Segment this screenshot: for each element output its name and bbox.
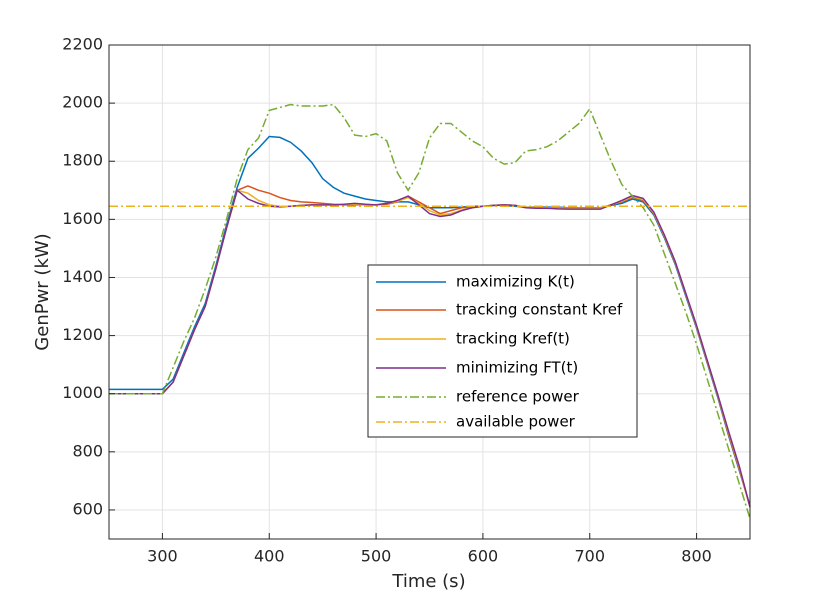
- y-tick-label: 1200: [62, 325, 103, 344]
- legend-label: maximizing K(t): [456, 273, 575, 291]
- plot-frame: [108, 44, 751, 540]
- x-tick-label: 700: [574, 547, 605, 566]
- legend-box: [367, 264, 638, 438]
- y-tick-label: 1400: [62, 267, 103, 286]
- x-tick-label: 500: [361, 547, 392, 566]
- y-tick-label: 600: [72, 499, 103, 518]
- legend-label: available power: [456, 413, 576, 431]
- x-axis-label: Time (s): [391, 571, 465, 592]
- x-tick-label: 300: [147, 547, 178, 566]
- legend: maximizing K(t) tracking constant Kref tra…: [367, 264, 638, 438]
- x-tick-label: 600: [468, 547, 499, 566]
- lines: [109, 103, 751, 519]
- x-tick-label: 400: [254, 547, 285, 566]
- legend-label: tracking constant Kref: [456, 301, 623, 319]
- y-tick-label: 1000: [62, 383, 103, 402]
- y-tick-label: 1800: [62, 151, 103, 170]
- y-axis-label: GenPwr (kW): [32, 233, 53, 350]
- y-tick-label: 800: [72, 441, 103, 460]
- legend-label: reference power: [456, 388, 580, 406]
- series-line: [109, 103, 751, 519]
- x-tick-label: 800: [681, 547, 712, 566]
- legend-label: tracking Kref(t): [456, 330, 570, 348]
- legend-label: minimizing FT(t): [456, 359, 578, 377]
- y-tick-label: 1600: [62, 209, 103, 228]
- y-tick-label: 2200: [62, 35, 103, 54]
- y-tick-label: 2000: [62, 93, 103, 112]
- ticks: 300 400 500 600 700 800 600 800 1000 1200 1400 1600…: [62, 35, 712, 566]
- series-line: [109, 188, 751, 508]
